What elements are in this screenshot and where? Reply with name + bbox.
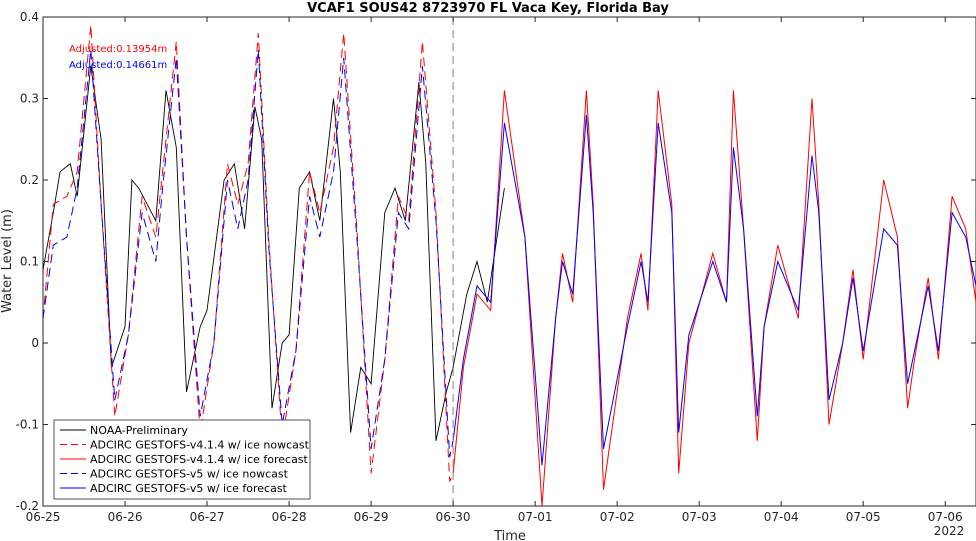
y-tick-label: 0.2 <box>20 173 39 187</box>
y-tick-label: 0.1 <box>20 255 39 269</box>
legend-box <box>53 419 311 500</box>
x-tick-label: 07-02 <box>600 510 635 524</box>
x-year-label: 2022 <box>934 524 965 538</box>
series-line-adcirc-gestofs-v4-1-4-w-ice-nowcast <box>42 25 454 482</box>
x-tick-label: 06-29 <box>354 510 389 524</box>
series-line-noaa-preliminary <box>42 65 505 441</box>
series-layer <box>42 25 976 507</box>
y-tick-label: 0 <box>31 336 39 350</box>
chart-title: VCAF1 SOUS42 8723970 FL Vaca Key, Florid… <box>307 1 669 16</box>
series-line-adcirc-gestofs-v5-w-ice-forecast <box>452 114 976 466</box>
y-tick-label: -0.1 <box>16 418 39 432</box>
y-tick-label: -0.2 <box>16 499 39 513</box>
x-tick-label: 07-06 <box>928 510 963 524</box>
x-tick-label: 06-25 <box>26 510 61 524</box>
series-line-adcirc-gestofs-v5-w-ice-nowcast <box>42 49 454 458</box>
x-tick-label: 06-30 <box>436 510 471 524</box>
x-tick-label: 07-04 <box>764 510 799 524</box>
adjusted-annotation-blue: Adjusted:0.14661m <box>69 60 167 71</box>
y-axis: -0.2 -0.1 0 0.1 0.2 0.3 0.4 <box>16 10 976 513</box>
adjusted-annotation-red: Adjusted:0.13954m <box>69 44 167 55</box>
legend: NOAA-Preliminary ADCIRC GESTOFS-v4.1.4 w/… <box>53 419 311 500</box>
x-axis-title: Time <box>493 529 526 541</box>
y-tick-label: 0.4 <box>20 10 39 24</box>
x-axis: 06-25 06-26 06-27 06-28 06-29 06-30 07-01 07-02… <box>26 17 963 524</box>
x-tick-label: 06-28 <box>272 510 307 524</box>
legend-label-adcirc-gestofs-v4-1-4-w-ice-forecast: ADCIRC GESTOFS-v4.1.4 w/ ice forecast <box>90 453 309 466</box>
x-tick-label: 06-27 <box>190 510 225 524</box>
x-tick-label: 07-01 <box>518 510 553 524</box>
x-tick-label: 06-26 <box>108 510 143 524</box>
x-tick-label: 07-05 <box>846 510 881 524</box>
legend-label-adcirc-gestofs-v4-1-4-w-ice-nowcast: ADCIRC GESTOFS-v4.1.4 w/ ice nowcast <box>90 439 310 452</box>
x-tick-label: 07-03 <box>682 510 717 524</box>
legend-label-adcirc-gestofs-v5-w-ice-forecast: ADCIRC GESTOFS-v5 w/ ice forecast <box>90 482 288 495</box>
y-tick-label: 0.3 <box>20 92 39 106</box>
y-axis-title: Water Level (m) <box>0 209 15 313</box>
legend-label-noaa-preliminary: NOAA-Preliminary <box>90 424 188 437</box>
legend-label-adcirc-gestofs-v5-w-ice-nowcast: ADCIRC GESTOFS-v5 w/ ice nowcast <box>90 468 289 481</box>
